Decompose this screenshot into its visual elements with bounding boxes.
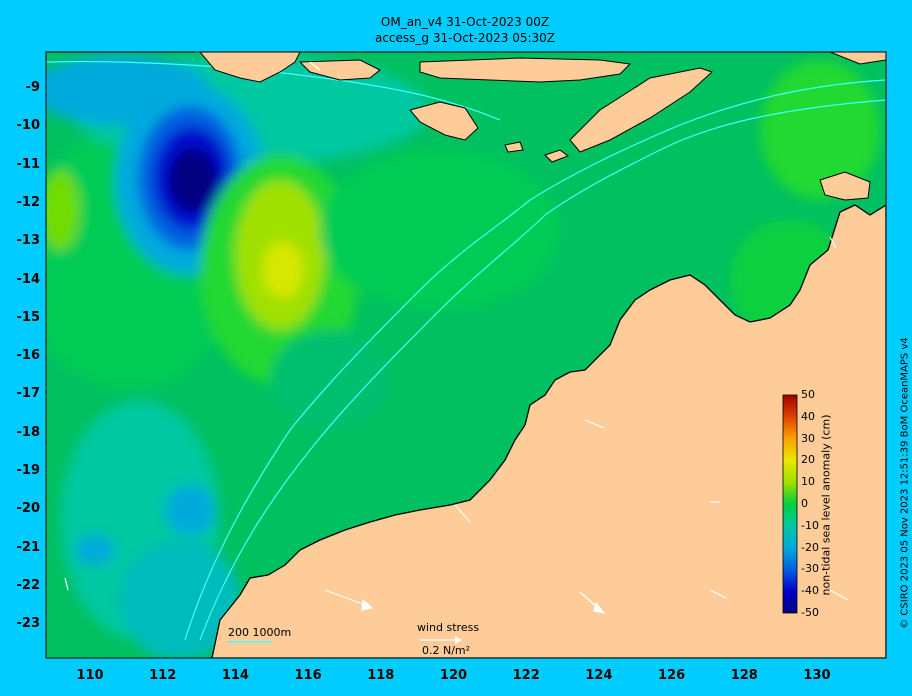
lat-tick-label: -14 — [16, 271, 41, 287]
lat-tick-label: -12 — [16, 194, 41, 210]
lat-tick-label: -21 — [16, 539, 41, 555]
lat-tick-label: -16 — [16, 348, 41, 364]
isobath-legend-label: 200 1000m — [228, 626, 292, 639]
credit-text: © CSIRO 2023 05 Nov 2023 12:51:39 BoM Oc… — [899, 337, 911, 629]
colorbar-tick-label: -10 — [801, 518, 819, 532]
lat-tick-label: -9 — [25, 80, 40, 95]
lat-tick-label: -18 — [16, 424, 41, 440]
lat-tick-label: -15 — [16, 309, 41, 325]
plot-subtitle: access_g 31-Oct-2023 05:30Z — [374, 31, 556, 45]
colorbar-tick-label: 30 — [801, 431, 815, 445]
colorbar-tick-label: 40 — [801, 409, 815, 423]
colorbar-title: non-tidal sea level anomaly (cm) — [819, 414, 833, 596]
colorbar-tick-label: -40 — [801, 584, 819, 598]
lat-tick-label: -13 — [16, 233, 41, 249]
lon-tick-label: 124 — [585, 668, 613, 683]
colorbar-tick-label: 50 — [801, 388, 815, 401]
sea-level-field — [46, 52, 886, 658]
wind-scale-label: 0.2 N/m² — [422, 644, 471, 657]
lat-tick-label: -20 — [16, 501, 41, 517]
lat-tick-label: -17 — [16, 386, 41, 402]
colorbar — [782, 394, 798, 614]
lon-tick-label: 122 — [512, 668, 540, 683]
lon-tick-label: 114 — [221, 668, 249, 683]
plot-title: OM_an_v4 31-Oct-2023 00Z — [380, 15, 550, 29]
colorbar-tick-label: 20 — [801, 453, 815, 467]
colorbar-tick-label: -50 — [801, 606, 819, 619]
colorbar-tick-label: 10 — [801, 475, 815, 489]
lat-tick-label: -22 — [16, 577, 41, 593]
lat-tick-label: -11 — [16, 156, 41, 172]
lon-tick-label: 118 — [367, 668, 395, 683]
lat-tick-label: -19 — [16, 463, 41, 478]
lon-tick-label: 126 — [658, 668, 686, 683]
australia-land — [211, 204, 886, 658]
lat-tick-label: -10 — [16, 118, 41, 134]
plot-frame — [45, 51, 887, 659]
colorbar-tick-label: -30 — [801, 562, 819, 576]
lat-tick-label: -23 — [16, 616, 41, 632]
wind-vectors — [64, 61, 849, 614]
lon-tick-label: 116 — [294, 668, 322, 683]
colorbar-tick-label: 0 — [801, 497, 808, 510]
isobath-lines — [46, 60, 886, 641]
wind-legend-label: wind stress — [417, 621, 480, 634]
colorbar-tick-label: -20 — [801, 540, 819, 554]
lon-tick-label: 128 — [730, 668, 758, 683]
islands — [199, 52, 871, 201]
lon-tick-label: 130 — [803, 668, 831, 683]
lon-tick-label: 120 — [439, 668, 468, 683]
lon-tick-label: 110 — [76, 668, 104, 683]
lon-tick-label: 112 — [149, 668, 177, 683]
